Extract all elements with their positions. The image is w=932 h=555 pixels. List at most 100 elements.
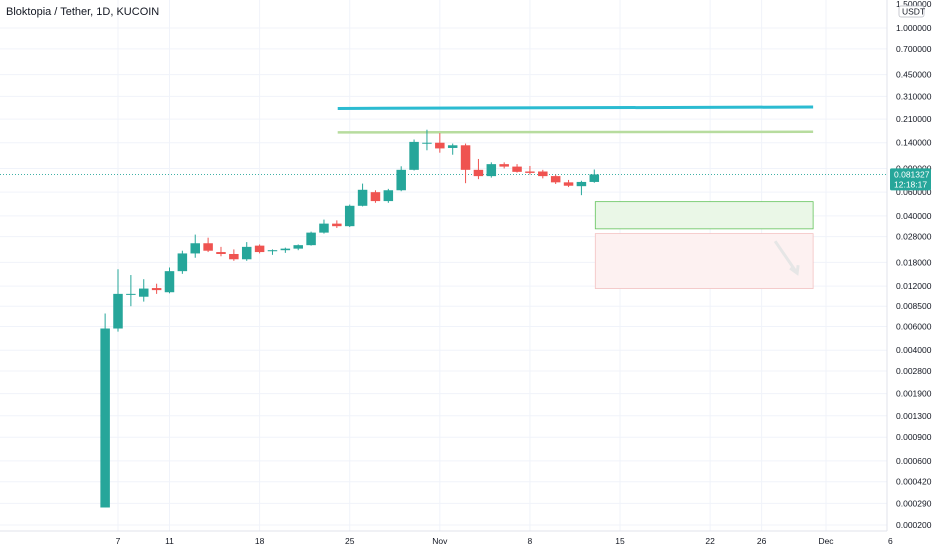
candle[interactable] [344, 204, 355, 228]
candle[interactable] [126, 275, 136, 307]
candle[interactable] [216, 246, 226, 257]
time-tick-label: 25 [345, 536, 355, 546]
candle[interactable] [306, 231, 316, 246]
candle[interactable] [409, 139, 419, 171]
candle-body [396, 169, 406, 191]
candle-body [306, 232, 316, 246]
candle[interactable] [525, 165, 535, 175]
candle-body [254, 245, 265, 253]
candle[interactable] [563, 179, 574, 188]
resistance-line[interactable] [337, 105, 814, 110]
candle[interactable] [254, 244, 265, 254]
stop-zone[interactable] [594, 233, 814, 289]
candle-body [409, 141, 419, 170]
candles[interactable] [100, 129, 600, 508]
candle-body [332, 223, 342, 227]
candle-body [113, 293, 123, 329]
candle[interactable] [473, 158, 484, 180]
candle[interactable] [538, 169, 548, 179]
time-tick-label: 15 [615, 536, 625, 546]
time-tick-label: Nov [432, 536, 448, 546]
countdown-label: 12:18:17 [894, 179, 927, 189]
price-tick-label: 0.140000 [896, 138, 932, 148]
candle-body [100, 328, 110, 508]
price-axis-background [887, 0, 932, 550]
currency-label: USDT [902, 7, 925, 17]
candle-body [344, 205, 355, 227]
candle-body [138, 288, 149, 297]
price-tick-label: 0.210000 [896, 114, 932, 124]
candle[interactable] [332, 220, 342, 228]
candle[interactable] [550, 174, 561, 185]
price-tick-label: 0.004000 [896, 345, 932, 355]
candle[interactable] [177, 250, 188, 274]
candle[interactable] [113, 269, 123, 332]
price-tick-label: 0.450000 [896, 70, 932, 80]
price-tick-label: 0.000200 [896, 520, 932, 530]
price-tick-label-top: 1.500000 [896, 0, 932, 9]
candle-body [319, 223, 329, 233]
candle-body [538, 171, 548, 177]
candle-body [280, 248, 291, 251]
candle[interactable] [460, 143, 471, 184]
candle-body [563, 182, 574, 186]
candle-body [383, 190, 394, 202]
candle-body [512, 166, 522, 172]
time-tick-label: 11 [165, 536, 174, 546]
candle[interactable] [229, 249, 239, 261]
candle[interactable] [589, 169, 600, 183]
support-line[interactable] [337, 130, 814, 134]
candle[interactable] [435, 133, 445, 153]
currency-box[interactable] [898, 5, 925, 18]
candle[interactable] [151, 283, 162, 294]
candle[interactable] [422, 129, 432, 151]
candle-body [589, 174, 600, 182]
candle[interactable] [512, 164, 522, 173]
candle[interactable] [164, 267, 175, 294]
price-tick-label: 0.700000 [896, 44, 932, 54]
candle[interactable] [100, 313, 110, 508]
candle[interactable] [280, 247, 291, 253]
price-tick-label: 0.001300 [896, 411, 932, 421]
candle[interactable] [499, 162, 509, 169]
candle[interactable] [576, 180, 587, 196]
candle[interactable] [241, 242, 252, 261]
candle[interactable] [138, 279, 149, 302]
candle-body [293, 245, 303, 249]
candle[interactable] [370, 190, 381, 203]
price-tick-label: 0.000420 [896, 477, 932, 487]
price-axis[interactable]: 1.000000 0.700000 0.450000 0.310000 0.210000… [886, 0, 932, 550]
horizontal-levels[interactable] [337, 105, 814, 134]
candle-body [447, 145, 458, 148]
candle-body [357, 189, 368, 206]
candle[interactable] [203, 237, 213, 253]
candle-body [370, 192, 381, 202]
candle-body [486, 164, 497, 177]
down-arrow-icon [773, 240, 800, 276]
price-tick-label: 0.310000 [896, 91, 932, 101]
chart-title: Bloktopia / Tether, 1D, KUCOIN [6, 6, 160, 18]
candle[interactable] [396, 166, 406, 192]
candle-body [460, 145, 471, 170]
price-tick-label: 0.006000 [896, 322, 932, 332]
candle[interactable] [293, 244, 303, 251]
candle[interactable] [383, 188, 394, 203]
target-zone[interactable] [594, 201, 814, 230]
price-tick-label: 0.028000 [896, 232, 932, 242]
candle-body [216, 252, 226, 254]
position-zones[interactable] [594, 201, 814, 289]
candle[interactable] [319, 219, 329, 234]
candle[interactable] [486, 162, 497, 178]
time-axis[interactable]: 7 11 18 25 Nov 8 15 22 26 Dec 6 [0, 530, 893, 546]
current-price-tag [890, 168, 931, 191]
candle[interactable] [267, 249, 278, 255]
candle[interactable] [357, 183, 368, 207]
candle[interactable] [447, 143, 458, 155]
candle[interactable] [190, 234, 200, 258]
candle-body [525, 171, 535, 173]
price-tick-label: 0.040000 [896, 211, 932, 221]
time-tick-label: 26 [757, 536, 767, 546]
candle-body [576, 181, 587, 187]
